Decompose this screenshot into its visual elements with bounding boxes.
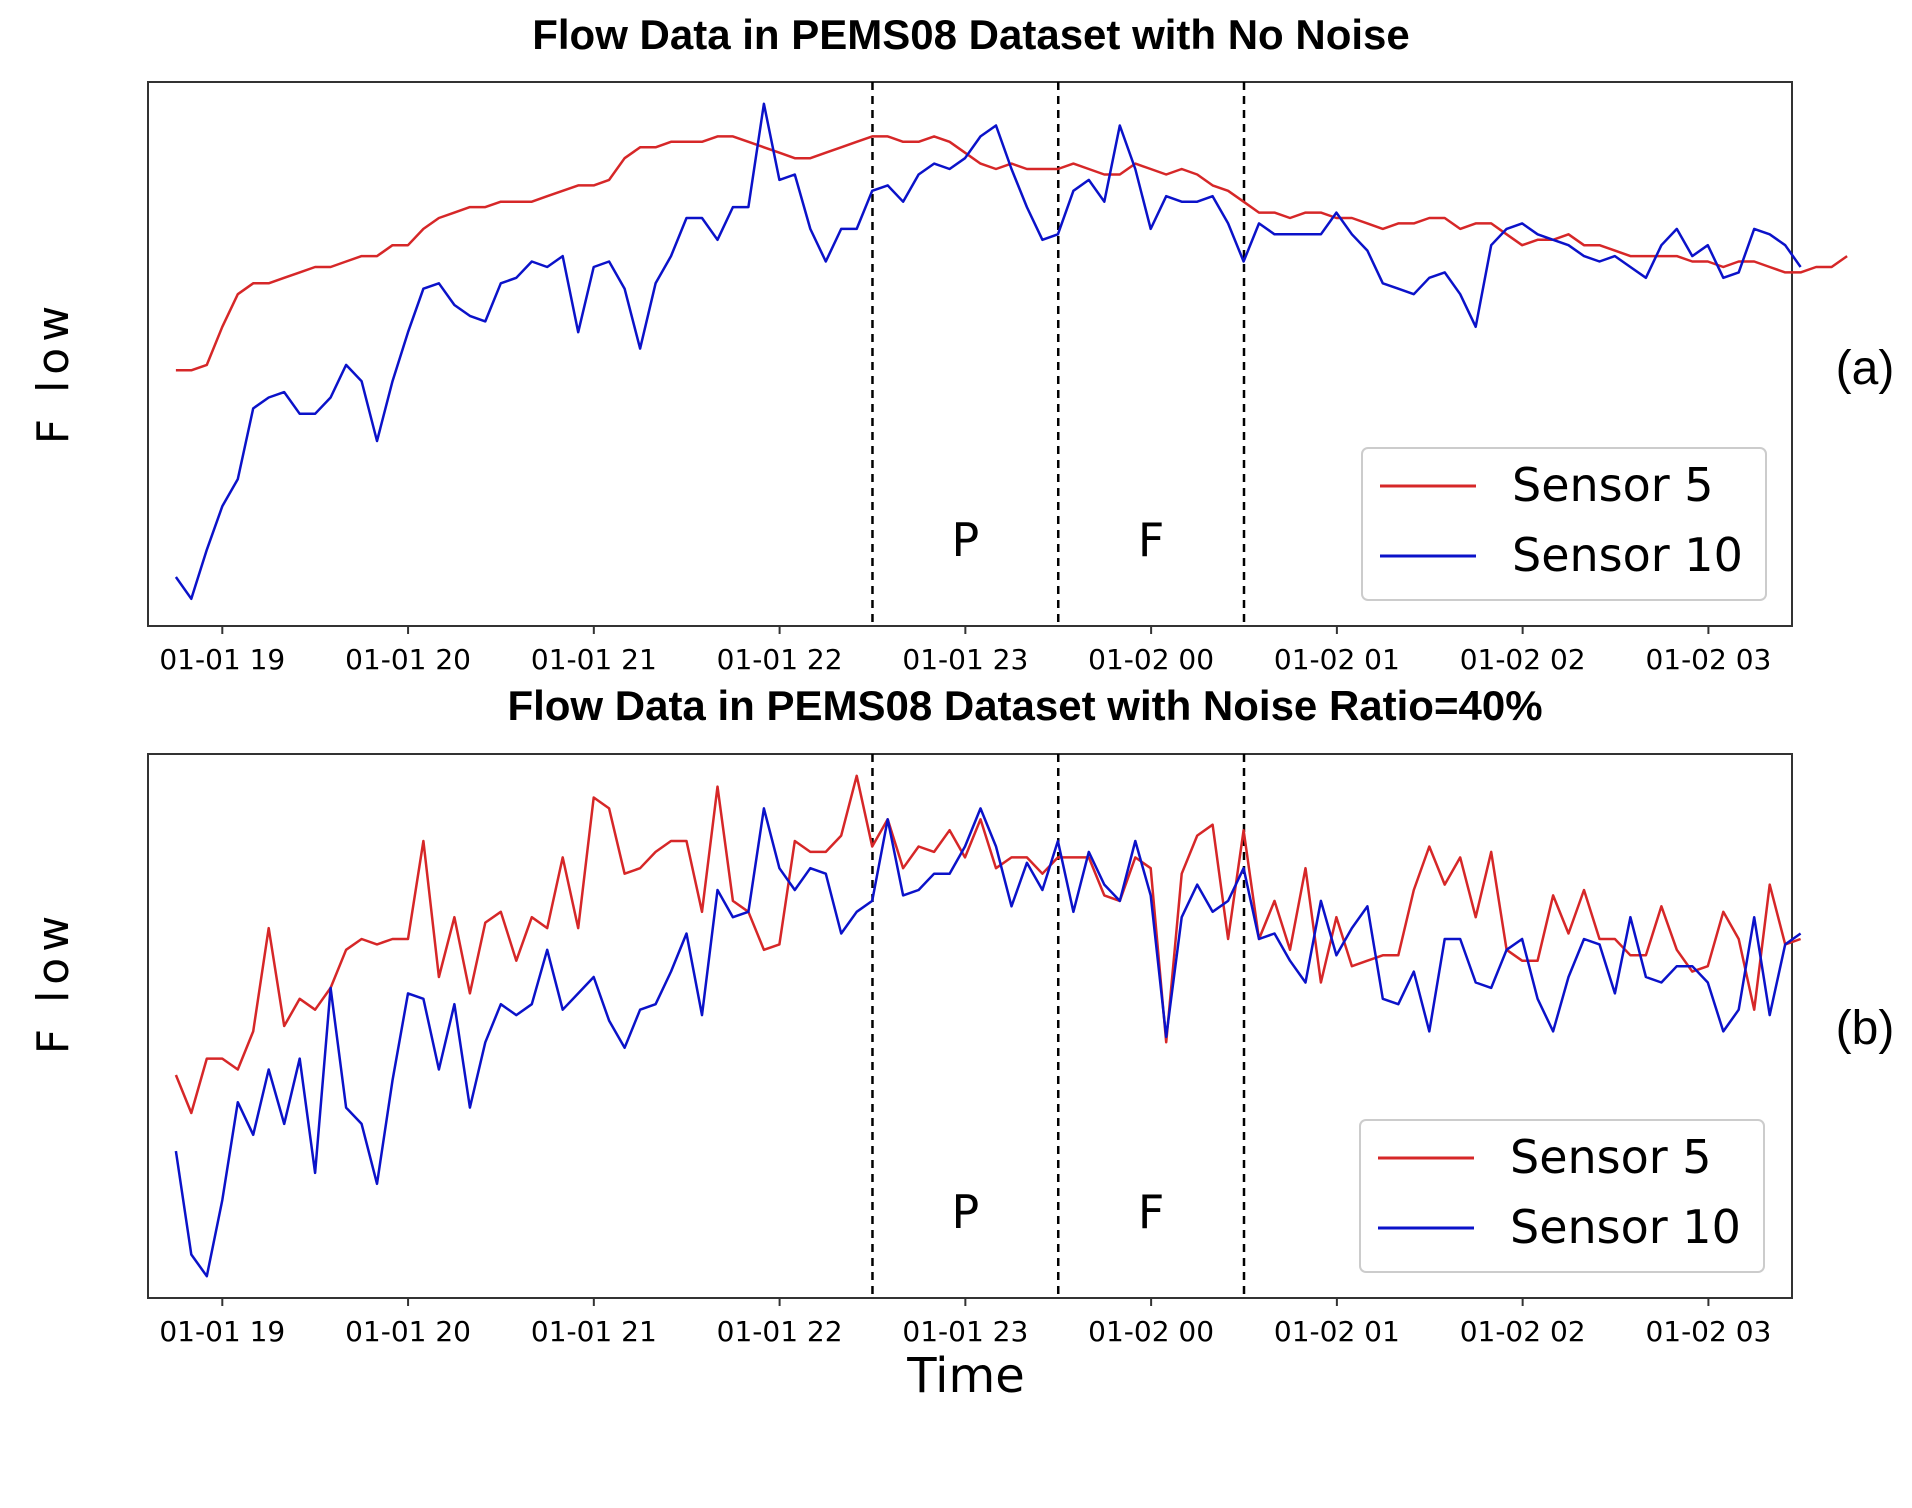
x-tick-label: 01-02 01	[1274, 643, 1400, 676]
panel-label: (a)	[1836, 342, 1895, 395]
x-tick-label: 01-01 21	[531, 1315, 657, 1348]
legend: Sensor 5 Sensor 10	[1361, 447, 1767, 601]
legend-label-sensor-5: Sensor 5	[1510, 1130, 1712, 1184]
chart-title: Flow Data in PEMS08 Dataset with Noise R…	[507, 682, 1542, 729]
series-line-sensor-10	[174, 102, 1802, 601]
region-label-p: P	[951, 1185, 979, 1239]
plot-frame	[147, 753, 1793, 1299]
x-tick-label: 01-02 02	[1460, 1315, 1586, 1348]
y-axis-label: F low	[28, 910, 79, 1054]
x-tick-label: 01-02 02	[1460, 643, 1586, 676]
plot-frame	[147, 81, 1793, 627]
x-axis: 01-01 19 01-01 20 01-01 21 01-01 22 01-01 23…	[159, 1298, 1771, 1348]
chart-panel-b: Flow Data in PEMS08 Dataset with Noise R…	[28, 682, 1894, 1404]
x-tick-label: 01-01 19	[159, 643, 285, 676]
x-tick-label: 01-02 00	[1088, 1315, 1214, 1348]
x-tick-label: 01-01 23	[902, 643, 1028, 676]
x-tick-label: 01-02 03	[1645, 1315, 1771, 1348]
x-tick-label: 01-01 22	[717, 1315, 843, 1348]
x-tick-label: 01-01 20	[345, 1315, 471, 1348]
x-tick-label: 01-01 20	[345, 643, 471, 676]
x-tick-label: 01-01 21	[531, 643, 657, 676]
legend-label-sensor-10: Sensor 10	[1510, 1200, 1741, 1254]
x-tick-label: 01-01 22	[717, 643, 843, 676]
window-dividers	[871, 754, 1246, 1298]
x-axis-label: Time	[906, 1348, 1024, 1404]
series-lines	[174, 774, 1802, 1278]
chart-title: Flow Data in PEMS08 Dataset with No Nois…	[532, 11, 1410, 58]
panel-label: (b)	[1836, 1002, 1895, 1055]
series-line-sensor-5	[174, 774, 1802, 1115]
series-line-sensor-5	[175, 135, 1848, 372]
x-axis: 01-01 19 01-01 20 01-01 21 01-01 22 01-01 23…	[159, 626, 1771, 676]
x-tick-label: 01-02 00	[1088, 643, 1214, 676]
x-tick-label: 01-02 01	[1274, 1315, 1400, 1348]
region-label-p: P	[951, 513, 979, 567]
x-tick-label: 01-02 03	[1645, 643, 1771, 676]
x-tick-label: 01-01 23	[902, 1315, 1028, 1348]
region-label-f: F	[1138, 513, 1164, 567]
legend-label-sensor-10: Sensor 10	[1512, 528, 1743, 582]
series-line-sensor-10	[174, 807, 1802, 1278]
x-tick-label: 01-01 19	[159, 1315, 285, 1348]
window-dividers	[871, 82, 1246, 626]
y-axis-label: F low	[28, 300, 79, 444]
legend-label-sensor-5: Sensor 5	[1512, 458, 1714, 512]
legend: Sensor 5 Sensor 10	[1359, 1119, 1765, 1273]
series-lines	[174, 102, 1848, 601]
chart-panel-a: Flow Data in PEMS08 Dataset with No Nois…	[28, 11, 1894, 676]
region-label-f: F	[1138, 1185, 1164, 1239]
